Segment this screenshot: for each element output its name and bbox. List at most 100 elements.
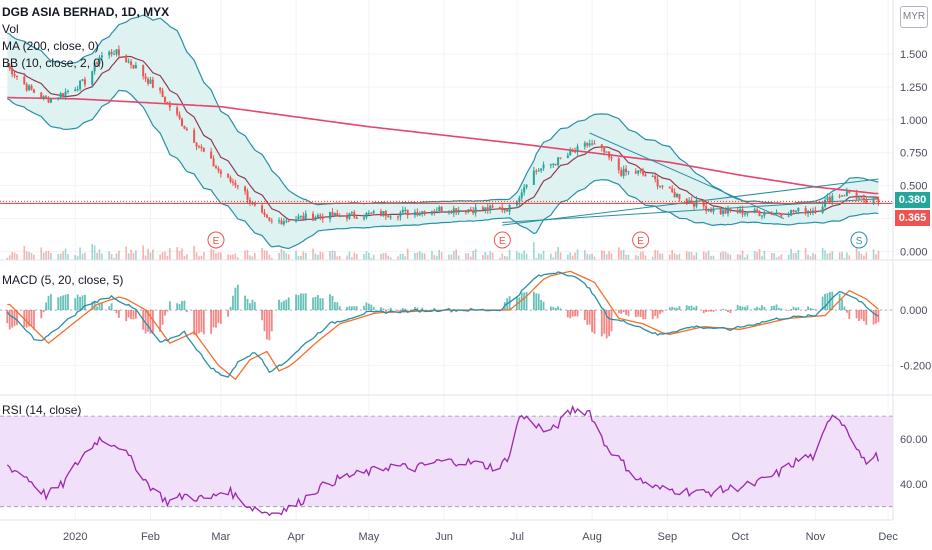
candle-body <box>108 51 111 56</box>
volume-bar <box>576 249 579 261</box>
macd-histogram-bar <box>634 310 637 318</box>
volume-bar <box>865 252 868 261</box>
volume-bar <box>312 248 314 261</box>
volume-bar <box>542 250 545 261</box>
macd-histogram-bar <box>523 292 526 311</box>
macd-histogram-bar <box>656 310 659 319</box>
macd-histogram-bar <box>147 310 149 332</box>
candle-body <box>312 213 315 221</box>
macd-histogram-bar <box>746 305 749 311</box>
volume-bar <box>399 253 402 261</box>
volume-bar <box>736 254 739 261</box>
candle-body <box>542 164 545 169</box>
volume-bar <box>149 252 152 261</box>
volume-bar <box>719 252 722 261</box>
macd-histogram-bar <box>302 293 305 311</box>
candle-body <box>147 78 150 84</box>
macd-histogram-bar <box>202 310 205 335</box>
volume-bar <box>113 257 115 261</box>
volume-bar <box>605 254 608 261</box>
macd-histogram-bar <box>113 309 115 311</box>
macd-histogram-bar <box>166 310 169 312</box>
x-tick-label: Nov <box>806 531 826 543</box>
macd-histogram-bar <box>554 307 557 311</box>
price-tick-label: 1.500 <box>900 49 928 61</box>
volume-bar <box>421 252 424 261</box>
candle-body <box>600 144 603 148</box>
volume-bar <box>372 254 375 261</box>
candle-body <box>770 213 773 215</box>
macd-histogram-bar <box>270 310 273 332</box>
volume-bar <box>118 250 120 261</box>
candle-body <box>540 168 543 171</box>
candle-body <box>690 200 693 204</box>
currency-badge[interactable]: MYR <box>900 6 928 28</box>
candle-body <box>569 150 572 156</box>
macd-histogram-bar <box>671 306 674 311</box>
volume-bar <box>406 248 409 261</box>
candle-body <box>467 209 470 213</box>
macd-histogram-bar <box>215 310 217 328</box>
candle-body <box>338 215 341 217</box>
macd-histogram-bar <box>848 310 851 320</box>
macd-histogram-bar <box>537 293 540 311</box>
candle-body <box>588 143 591 146</box>
macd-histogram-bar <box>608 310 610 337</box>
volume-bar <box>84 252 86 261</box>
volume-bar <box>261 247 263 261</box>
macd-histogram-bar <box>236 284 239 311</box>
macd-histogram-bar <box>549 306 552 311</box>
macd-histogram-bar <box>588 310 591 325</box>
volume-bar <box>23 245 26 261</box>
candle-body <box>297 216 300 220</box>
candle-body <box>329 212 332 220</box>
candle-body <box>401 209 404 213</box>
volume-bar <box>712 255 715 261</box>
volume-bar <box>285 253 288 261</box>
macd-histogram-bar <box>605 310 608 339</box>
candle-body <box>659 185 662 187</box>
rsi-line <box>6 404 880 517</box>
volume-bar <box>419 251 421 261</box>
macd-histogram-bar <box>688 306 691 311</box>
volume-bar <box>215 253 217 261</box>
candle-body <box>841 195 844 197</box>
candle-body <box>362 217 365 219</box>
candle-body <box>81 79 84 81</box>
candle-body <box>554 163 557 165</box>
candle-body <box>336 212 339 216</box>
volume-bar <box>321 252 324 261</box>
volume-bar <box>270 257 273 261</box>
candle-body <box>639 170 642 172</box>
volume-bar <box>161 252 164 261</box>
volume-bar <box>608 251 610 261</box>
volume-bar <box>142 245 144 261</box>
candle-body <box>13 74 16 76</box>
volume-bar <box>181 248 183 261</box>
candle-body <box>246 191 249 200</box>
candle-body <box>316 215 319 218</box>
candle-body <box>304 213 307 220</box>
candle-body <box>379 211 382 216</box>
earnings-marker <box>632 231 650 249</box>
macd-tick-label: 0.000 <box>900 305 928 317</box>
volume-bar <box>601 250 603 261</box>
volume-bar <box>210 248 212 261</box>
volume-bar <box>47 250 50 261</box>
macd-histogram-bar <box>16 310 18 326</box>
macd-histogram-bar <box>8 310 11 330</box>
volume-bar <box>484 251 487 261</box>
macd-histogram-bar <box>659 310 661 314</box>
volume-bar <box>45 251 47 261</box>
macd-histogram-bar <box>268 310 271 341</box>
macd-histogram-bar <box>45 302 48 311</box>
candle-body <box>331 212 334 217</box>
candle-body <box>346 216 349 219</box>
macd-histogram-bar <box>338 306 341 311</box>
macd-histogram-bar <box>639 310 642 317</box>
price-tick-label: 1.250 <box>900 82 928 94</box>
volume-bar <box>465 253 467 261</box>
volume-bar <box>244 250 246 261</box>
volume-bar <box>486 254 489 261</box>
